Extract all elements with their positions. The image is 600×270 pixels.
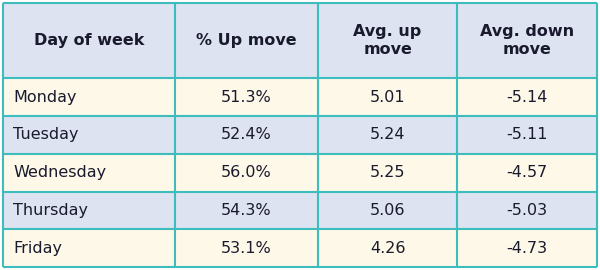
Text: 52.4%: 52.4%	[221, 127, 272, 142]
Bar	[457, 192, 597, 230]
Text: 5.24: 5.24	[370, 127, 406, 142]
Text: 51.3%: 51.3%	[221, 90, 272, 104]
Text: 56.0%: 56.0%	[221, 165, 272, 180]
Bar	[3, 78, 175, 116]
Text: % Up move: % Up move	[196, 33, 297, 48]
Text: -4.57: -4.57	[506, 165, 548, 180]
Text: -4.73: -4.73	[506, 241, 548, 256]
Bar	[457, 3, 597, 78]
Text: Avg. up
move: Avg. up move	[353, 24, 422, 57]
Text: 5.25: 5.25	[370, 165, 406, 180]
Text: Thursday: Thursday	[13, 203, 88, 218]
Bar	[175, 3, 318, 78]
Bar	[3, 154, 175, 192]
Bar	[318, 192, 457, 230]
Bar	[3, 116, 175, 154]
Text: 5.06: 5.06	[370, 203, 406, 218]
Bar	[318, 116, 457, 154]
Bar	[175, 78, 318, 116]
Bar	[457, 78, 597, 116]
Text: Friday: Friday	[13, 241, 62, 256]
Text: Avg. down
move: Avg. down move	[480, 24, 574, 57]
Text: Day of week: Day of week	[34, 33, 145, 48]
Bar	[3, 230, 175, 267]
Bar	[318, 154, 457, 192]
Text: 5.01: 5.01	[370, 90, 406, 104]
Bar	[3, 3, 175, 78]
Bar	[457, 230, 597, 267]
Text: -5.03: -5.03	[506, 203, 548, 218]
Text: 53.1%: 53.1%	[221, 241, 272, 256]
Text: Wednesday: Wednesday	[13, 165, 106, 180]
Bar	[175, 154, 318, 192]
Bar	[318, 78, 457, 116]
Bar	[457, 116, 597, 154]
Text: -5.11: -5.11	[506, 127, 548, 142]
Bar	[175, 116, 318, 154]
Bar	[3, 192, 175, 230]
Bar	[175, 192, 318, 230]
Text: 54.3%: 54.3%	[221, 203, 272, 218]
Text: 4.26: 4.26	[370, 241, 406, 256]
Bar	[175, 230, 318, 267]
Bar	[318, 230, 457, 267]
Text: Tuesday: Tuesday	[13, 127, 79, 142]
Text: Monday: Monday	[13, 90, 77, 104]
Bar	[318, 3, 457, 78]
Bar	[457, 154, 597, 192]
Text: -5.14: -5.14	[506, 90, 548, 104]
